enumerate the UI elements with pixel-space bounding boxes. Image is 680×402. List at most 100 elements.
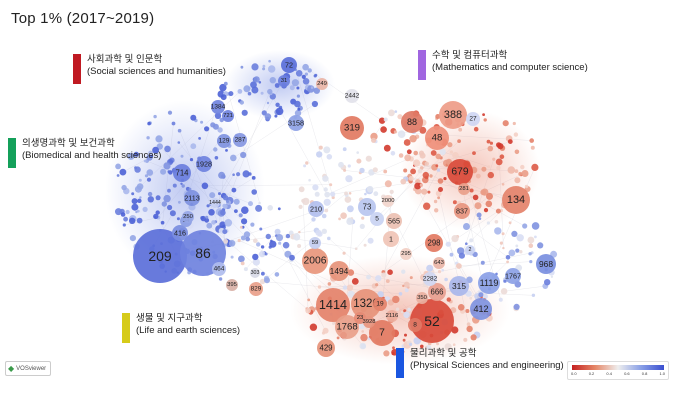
minor-node: [377, 291, 384, 298]
minor-node: [181, 184, 185, 188]
cluster-node: 2116: [386, 310, 399, 322]
minor-node: [501, 183, 505, 186]
legend-tick: 0.0: [571, 371, 577, 376]
cluster-node: 281: [458, 183, 470, 195]
minor-node: [218, 171, 226, 179]
minor-node: [441, 268, 445, 272]
cluster-node: 31: [278, 75, 290, 87]
minor-node: [293, 233, 301, 241]
cluster-node: 416: [172, 225, 188, 241]
minor-node: [424, 175, 429, 180]
minor-node: [282, 241, 290, 249]
minor-node: [435, 164, 439, 168]
minor-node: [201, 182, 209, 190]
minor-node: [330, 191, 336, 197]
minor-node: [163, 162, 171, 170]
minor-node: [495, 208, 501, 214]
minor-node: [506, 260, 509, 264]
minor-node: [219, 221, 226, 228]
node-label: 1384: [211, 104, 226, 111]
minor-node: [482, 293, 488, 300]
cluster-node: 837: [454, 203, 470, 219]
minor-node: [383, 169, 388, 174]
minor-node: [224, 219, 233, 227]
minor-node: [421, 188, 428, 195]
minor-node: [321, 213, 327, 219]
cluster-node: 315: [449, 276, 469, 296]
minor-node: [222, 229, 228, 235]
node-circle: [358, 198, 376, 216]
minor-node: [213, 147, 218, 152]
minor-node: [258, 81, 262, 84]
minor-node: [452, 200, 457, 205]
minor-node: [343, 168, 347, 172]
node-circle: [478, 272, 500, 294]
node-circle: [428, 283, 446, 301]
cluster-node: 1494: [329, 261, 349, 281]
minor-node: [250, 81, 257, 89]
minor-node: [447, 142, 453, 148]
minor-node: [313, 87, 320, 94]
minor-node: [457, 139, 461, 144]
minor-node: [251, 86, 259, 94]
minor-node: [392, 346, 395, 350]
vosviewer-logo: ◆ VOSviewer: [5, 361, 52, 376]
minor-node: [356, 151, 360, 154]
minor-node: [354, 247, 358, 250]
minor-node: [434, 208, 439, 213]
minor-node: [474, 202, 482, 210]
node-label: 416: [174, 229, 186, 238]
minor-node: [269, 240, 277, 248]
minor-node: [485, 200, 493, 208]
minor-node: [274, 83, 280, 88]
minor-node: [531, 222, 540, 230]
minor-node: [364, 192, 367, 196]
minor-node: [444, 343, 452, 351]
minor-node: [409, 342, 413, 346]
minor-node: [277, 207, 281, 211]
minor-node: [400, 310, 404, 314]
vosviewer-icon: ◆: [8, 364, 15, 373]
minor-node: [167, 204, 173, 211]
minor-node: [218, 277, 223, 281]
node-label: 350: [417, 295, 428, 301]
minor-node: [537, 242, 544, 249]
minor-node: [347, 269, 355, 276]
node-circle: [466, 112, 480, 126]
cluster-node: 134: [502, 186, 530, 214]
node-circle: [309, 237, 321, 249]
minor-node: [238, 213, 243, 218]
minor-node: [419, 183, 424, 187]
cluster-node: 2282: [423, 272, 438, 286]
node-label: 388: [444, 109, 462, 121]
node-circle: [211, 100, 225, 114]
bio-label-ko: 의생명과학 및 보건과학: [22, 138, 115, 149]
node-circle: [502, 186, 530, 214]
minor-node: [247, 91, 252, 96]
minor-node: [359, 223, 365, 229]
minor-node: [346, 284, 354, 291]
minor-node: [236, 172, 241, 177]
minor-node: [403, 311, 410, 319]
minor-node: [178, 200, 181, 204]
minor-node: [146, 169, 154, 176]
node-label: 59: [312, 240, 319, 246]
cluster-node: 829: [249, 282, 263, 296]
minor-node: [383, 117, 388, 122]
minor-node: [265, 233, 271, 240]
minor-node: [530, 145, 535, 150]
minor-node: [275, 234, 284, 242]
minor-node: [437, 196, 440, 200]
minor-node: [437, 178, 444, 184]
node-circle: [408, 318, 422, 332]
minor-node: [513, 303, 520, 310]
minor-node: [253, 76, 260, 83]
minor-node: [253, 238, 258, 243]
minor-node: [402, 284, 405, 288]
minor-node: [147, 121, 151, 126]
minor-node: [307, 85, 315, 93]
minor-node: [298, 204, 303, 209]
minor-node: [427, 190, 431, 194]
node-label: 1768: [336, 322, 357, 333]
node-label: 72: [285, 61, 293, 70]
